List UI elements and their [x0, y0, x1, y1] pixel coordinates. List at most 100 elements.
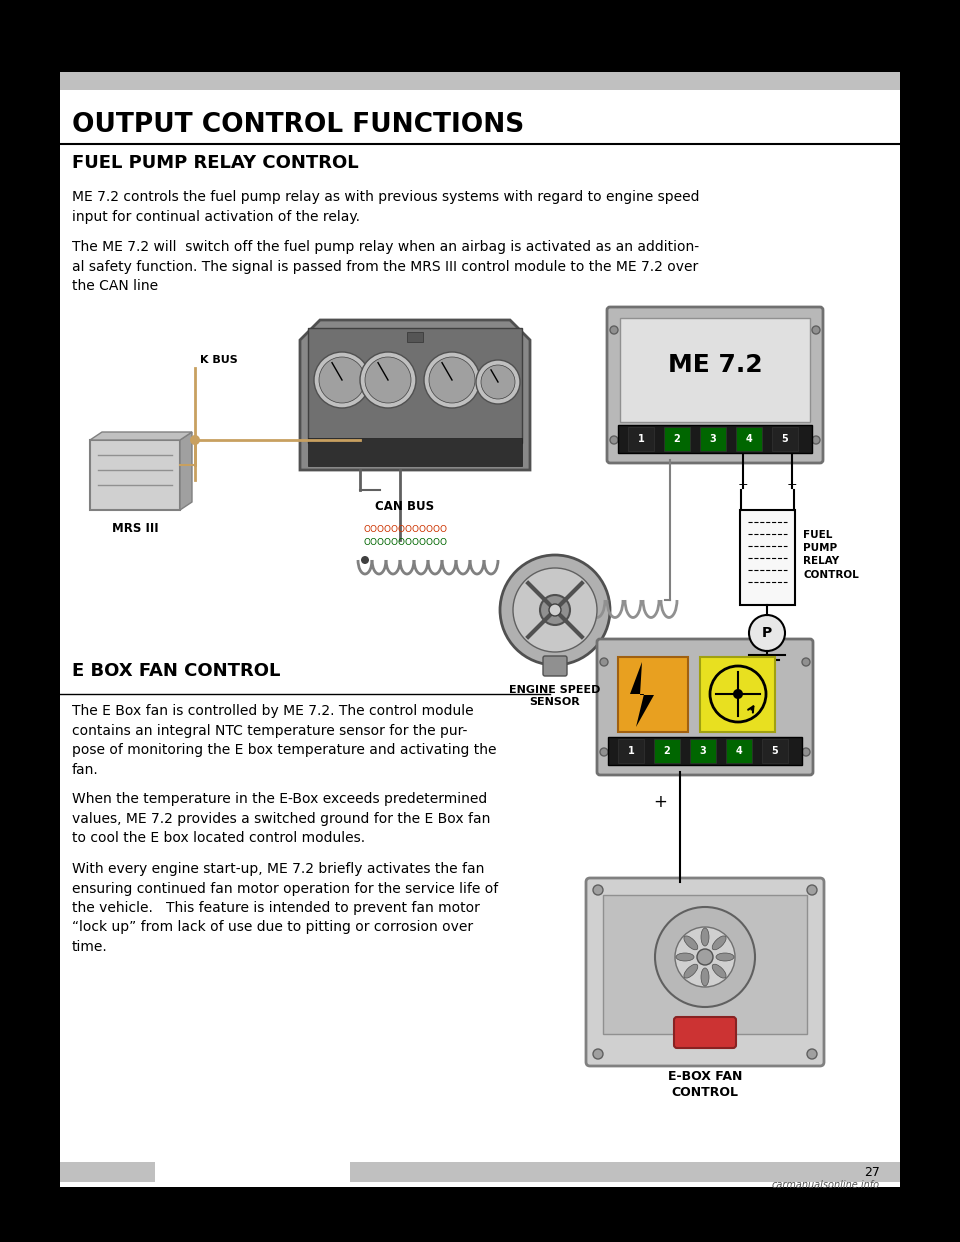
Circle shape [500, 555, 610, 664]
Text: 4: 4 [735, 746, 742, 756]
Bar [690, 739, 716, 763]
Circle shape [812, 436, 820, 443]
Text: +: + [653, 792, 667, 811]
Text: MRS III: MRS III [111, 522, 158, 535]
Circle shape [593, 886, 603, 895]
Text: 4: 4 [746, 433, 753, 443]
Circle shape [360, 351, 416, 409]
Circle shape [481, 365, 515, 399]
Text: 5: 5 [772, 746, 779, 756]
Bar [700, 657, 775, 732]
FancyBboxPatch shape [603, 895, 807, 1035]
Polygon shape [90, 432, 192, 440]
Ellipse shape [701, 928, 709, 946]
Bar [308, 438, 522, 466]
FancyBboxPatch shape [586, 878, 824, 1066]
Circle shape [749, 615, 785, 651]
Polygon shape [300, 320, 530, 469]
Bar [407, 332, 423, 342]
Text: The E Box fan is controlled by ME 7.2. The control module
contains an integral N: The E Box fan is controlled by ME 7.2. T… [72, 704, 496, 776]
Text: OOOOOOOOOOOO: OOOOOOOOOOOO [363, 538, 447, 546]
Ellipse shape [676, 953, 694, 961]
Bar [308, 328, 522, 443]
Circle shape [675, 927, 735, 987]
FancyBboxPatch shape [597, 638, 813, 775]
Circle shape [319, 356, 365, 402]
Circle shape [593, 1049, 603, 1059]
Text: The ME 7.2 will  switch off the fuel pump relay when an airbag is activated as a: The ME 7.2 will switch off the fuel pump… [72, 240, 699, 293]
FancyBboxPatch shape [543, 656, 567, 676]
Text: OUTPUT CONTROL FUNCTIONS: OUTPUT CONTROL FUNCTIONS [72, 112, 524, 138]
Circle shape [697, 949, 713, 965]
Bar [618, 425, 812, 453]
Bar [618, 657, 688, 732]
Ellipse shape [684, 936, 698, 950]
Text: +: + [786, 478, 798, 491]
Text: With every engine start-up, ME 7.2 briefly activates the fan
ensuring continued : With every engine start-up, ME 7.2 brief… [72, 862, 498, 954]
Text: 27: 27 [864, 1165, 880, 1179]
Circle shape [812, 325, 820, 334]
Text: 1: 1 [637, 433, 644, 443]
Polygon shape [180, 432, 192, 510]
Bar [762, 739, 788, 763]
Circle shape [600, 748, 608, 756]
Text: CAN BUS: CAN BUS [375, 501, 435, 513]
Circle shape [365, 356, 411, 402]
FancyBboxPatch shape [620, 318, 810, 422]
Circle shape [190, 435, 200, 445]
Bar [350, 1163, 900, 1182]
Bar [772, 427, 798, 451]
Circle shape [549, 604, 561, 616]
Circle shape [655, 907, 755, 1007]
Bar [628, 427, 654, 451]
Text: ENGINE SPEED
SENSOR: ENGINE SPEED SENSOR [510, 686, 601, 708]
Text: 3: 3 [709, 433, 716, 443]
Text: ME 7.2: ME 7.2 [668, 353, 762, 378]
Ellipse shape [712, 936, 726, 950]
Circle shape [807, 886, 817, 895]
Text: E-BOX FAN
CONTROL: E-BOX FAN CONTROL [668, 1071, 742, 1099]
FancyBboxPatch shape [607, 307, 823, 463]
Circle shape [314, 351, 370, 409]
Bar [60, 72, 900, 89]
Bar [654, 739, 680, 763]
Bar [740, 510, 795, 605]
Bar [700, 427, 726, 451]
Bar [90, 440, 180, 510]
Circle shape [476, 360, 520, 404]
Bar [608, 737, 802, 765]
Text: 5: 5 [781, 433, 788, 443]
Circle shape [600, 658, 608, 666]
Circle shape [513, 568, 597, 652]
Bar [736, 427, 762, 451]
Text: 2: 2 [663, 746, 670, 756]
Text: When the temperature in the E-Box exceeds predetermined
values, ME 7.2 provides : When the temperature in the E-Box exceed… [72, 792, 491, 845]
Circle shape [361, 556, 369, 564]
Ellipse shape [684, 964, 698, 979]
Text: P: P [762, 626, 772, 640]
Bar [664, 427, 690, 451]
Text: +: + [737, 478, 748, 491]
Circle shape [610, 325, 618, 334]
Ellipse shape [716, 953, 734, 961]
Circle shape [429, 356, 475, 402]
Text: 1: 1 [628, 746, 635, 756]
Text: carmanualsonline.info: carmanualsonline.info [772, 1180, 880, 1190]
Ellipse shape [701, 968, 709, 986]
Circle shape [807, 1049, 817, 1059]
Text: FUEL
PUMP
RELAY
CONTROL: FUEL PUMP RELAY CONTROL [803, 530, 859, 580]
Circle shape [733, 689, 743, 699]
Text: E BOX FAN CONTROL: E BOX FAN CONTROL [72, 662, 280, 681]
Ellipse shape [712, 964, 726, 979]
Circle shape [424, 351, 480, 409]
Text: K BUS: K BUS [200, 355, 238, 365]
Text: 3: 3 [700, 746, 707, 756]
Text: 2: 2 [674, 433, 681, 443]
Text: OOOOOOOOOOOO: OOOOOOOOOOOO [363, 525, 447, 534]
Polygon shape [630, 662, 654, 727]
Text: FUEL PUMP RELAY CONTROL: FUEL PUMP RELAY CONTROL [72, 154, 359, 171]
Circle shape [610, 436, 618, 443]
FancyBboxPatch shape [674, 1017, 736, 1048]
Circle shape [802, 748, 810, 756]
Bar [60, 1163, 155, 1182]
